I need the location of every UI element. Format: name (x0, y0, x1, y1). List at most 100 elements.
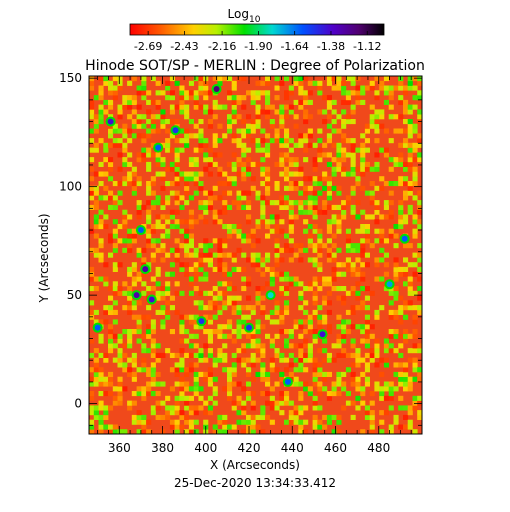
heatmap-cell (127, 305, 133, 311)
heatmap-cell (217, 309, 223, 315)
heatmap-cell (350, 338, 356, 344)
heatmap-cell (341, 152, 347, 158)
heatmap-cell (364, 233, 370, 239)
heatmap-cell (403, 305, 409, 311)
heatmap-cell (184, 405, 190, 411)
heatmap-cell (136, 85, 142, 91)
heatmap-cell (360, 228, 366, 234)
heatmap-cell (103, 276, 109, 282)
heatmap-cell (369, 429, 375, 434)
heatmap-cell (236, 128, 242, 134)
heatmap-cell (422, 334, 427, 339)
heatmap-cell (388, 391, 394, 397)
heatmap-cell (122, 247, 128, 253)
heatmap-cell (231, 252, 237, 258)
heatmap-cell (103, 381, 109, 387)
heatmap-cell (136, 247, 142, 253)
heatmap-cell (150, 348, 156, 354)
heatmap-cell (412, 429, 418, 434)
heatmap-cell (422, 358, 427, 363)
heatmap-cell (403, 362, 409, 368)
heatmap-cell (265, 104, 271, 110)
heatmap-cell (198, 357, 204, 363)
heatmap-cell (136, 329, 142, 335)
heatmap-cell (103, 224, 109, 230)
heatmap-cell (255, 95, 261, 101)
heatmap-cell (307, 128, 313, 134)
heatmap-cell (227, 371, 233, 377)
heatmap-cell (255, 195, 261, 201)
heatmap-cell (136, 119, 142, 125)
heatmap-cell (98, 405, 104, 411)
heatmap-cell (131, 228, 137, 234)
heatmap-cell (122, 343, 128, 349)
heatmap-cell (360, 371, 366, 377)
heatmap-cell (184, 219, 190, 225)
heatmap-cell (284, 367, 290, 373)
heatmap-cell (212, 133, 218, 139)
heatmap-cell (336, 166, 342, 172)
heatmap-cell (112, 142, 118, 148)
heatmap-cell (260, 362, 266, 368)
heatmap-cell (203, 305, 209, 311)
y-axis-label: Y (Arcseconds) (37, 213, 51, 303)
heatmap-cell (246, 276, 252, 282)
heatmap-cell (150, 319, 156, 325)
network-patch (386, 281, 393, 288)
heatmap-cell (255, 109, 261, 115)
heatmap-cell (136, 152, 142, 158)
heatmap-cell (227, 376, 233, 382)
heatmap-cell (227, 271, 233, 277)
heatmap-cell (246, 90, 252, 96)
heatmap-cell (312, 257, 318, 263)
heatmap-cell (360, 338, 366, 344)
heatmap-cell (398, 219, 404, 225)
heatmap-cell (274, 138, 280, 144)
heatmap-cell (274, 333, 280, 339)
heatmap-cell (155, 400, 161, 406)
heatmap-cell (131, 371, 137, 377)
heatmap-cell (155, 405, 161, 411)
heatmap-cell (284, 104, 290, 110)
heatmap-cell (407, 104, 413, 110)
heatmap-cell (369, 166, 375, 172)
heatmap-cell (127, 128, 133, 134)
heatmap-cell (131, 300, 137, 306)
heatmap-cell (108, 190, 114, 196)
heatmap-cell (350, 290, 356, 296)
heatmap-cell (212, 161, 218, 167)
heatmap-cell (398, 309, 404, 315)
heatmap-cell (355, 76, 361, 82)
heatmap-cell (217, 257, 223, 263)
heatmap-cell (203, 238, 209, 244)
heatmap-cell (131, 400, 137, 406)
heatmap-cell (374, 123, 380, 129)
heatmap-cell (108, 348, 114, 354)
heatmap-cell (108, 85, 114, 91)
heatmap-cell (241, 314, 247, 320)
heatmap-cell (383, 90, 389, 96)
heatmap-cell (241, 266, 247, 272)
heatmap-cell (184, 419, 190, 425)
heatmap-cell (260, 138, 266, 144)
heatmap-cell (141, 95, 147, 101)
heatmap-cell (98, 181, 104, 187)
heatmap-cell (212, 209, 218, 215)
heatmap-cell (355, 271, 361, 277)
heatmap-cell (360, 300, 366, 306)
heatmap-cell (141, 391, 147, 397)
heatmap-cell (108, 295, 114, 301)
heatmap-cell (307, 185, 313, 191)
heatmap-cell (317, 324, 323, 330)
heatmap-cell (336, 228, 342, 234)
heatmap-cell (269, 419, 275, 425)
heatmap-cell (374, 209, 380, 215)
heatmap-cell (288, 414, 294, 420)
heatmap-cell (112, 429, 118, 434)
heatmap-cell (274, 200, 280, 206)
heatmap-cell (260, 271, 266, 277)
heatmap-cell (341, 166, 347, 172)
plot-frame (88, 75, 423, 435)
heatmap-cell (127, 152, 133, 158)
heatmap-cell (360, 224, 366, 230)
